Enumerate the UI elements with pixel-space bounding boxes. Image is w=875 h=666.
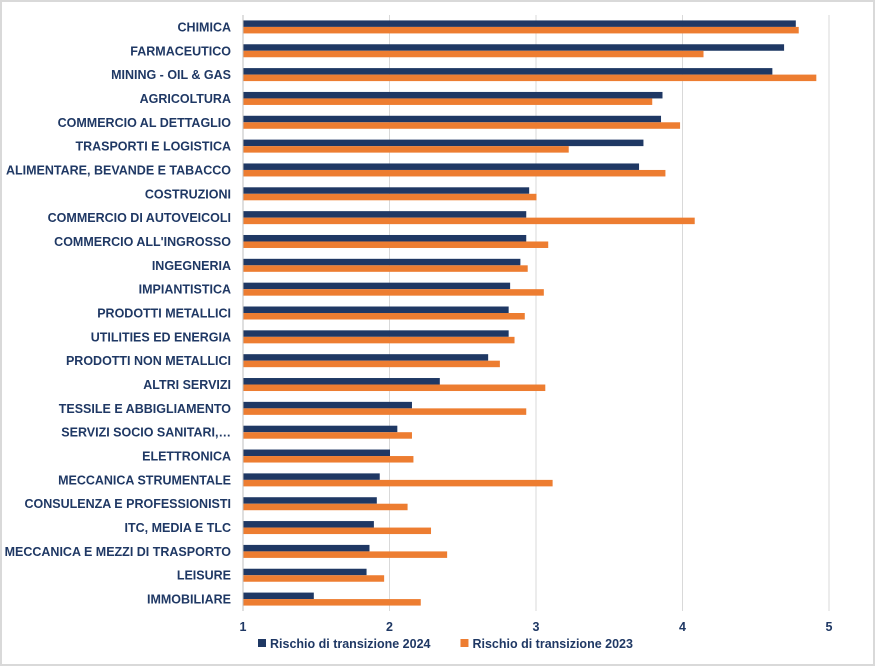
category-label: TRASPORTI E LOGISTICA <box>75 140 231 154</box>
legend-label: Rischio di transizione 2024 <box>270 637 431 651</box>
bar-series-2024 <box>243 115 662 123</box>
bar-series-2023 <box>243 98 653 105</box>
category-labels: CHIMICA FARMACEUTICO MINING - OIL & GAS AGR… <box>5 20 232 606</box>
x-tick-label: 2 <box>386 620 393 634</box>
category-label: TESSILE E ABBIGLIAMENTO <box>59 402 232 416</box>
category-label: IMMOBILIARE <box>147 593 231 607</box>
category-label: ALIMENTARE, BEVANDE E TABACCO <box>6 163 231 177</box>
bar-series-2024 <box>243 401 412 409</box>
bar-series-2024 <box>243 139 644 147</box>
bar-series-2024 <box>243 91 663 99</box>
bar-series-2023 <box>243 217 695 225</box>
bar-series-2024 <box>243 44 785 51</box>
bar-series-2024 <box>243 20 796 27</box>
category-label: CONSULENZA E PROFESSIONISTI <box>24 497 231 511</box>
legend: Rischio di transizione 2024 Rischio di tr… <box>258 637 633 651</box>
category-label: COMMERCIO DI AUTOVEICOLI <box>48 211 231 225</box>
bar-series-2024 <box>243 234 527 242</box>
category-label: COMMERCIO ALL'INGROSSO <box>54 235 231 249</box>
bar-series-2023 <box>243 527 432 535</box>
bar-series-2024 <box>243 211 527 218</box>
x-tick-label: 4 <box>679 620 686 634</box>
bar-series-2023 <box>243 265 528 272</box>
bar-series-2024 <box>243 187 530 194</box>
category-label: SERVIZI SOCIO SANITARI,… <box>61 426 231 440</box>
category-label: ALTRI SERVIZI <box>143 378 231 392</box>
category-label: COSTRUZIONI <box>145 187 231 201</box>
bar-series-2024 <box>243 163 640 170</box>
bar-series-2023 <box>243 122 681 129</box>
bar-series-2024 <box>243 330 509 337</box>
x-tick-label: 1 <box>240 620 247 634</box>
legend-swatch <box>460 639 469 647</box>
bar-series-2023 <box>243 575 385 582</box>
bar-series-2023 <box>243 408 527 415</box>
bar-series-2024 <box>243 425 398 433</box>
category-label: MINING - OIL & GAS <box>111 68 231 82</box>
bar-series-2023 <box>243 74 817 82</box>
legend-swatch <box>258 639 266 647</box>
bar-series-2023 <box>243 289 544 296</box>
bar-series-2024 <box>243 544 370 552</box>
bar-series-2023 <box>243 336 515 344</box>
bar-series-2023 <box>243 551 448 558</box>
bar-series-2024 <box>243 521 374 528</box>
category-label: COMMERCIO AL DETTAGLIO <box>58 116 232 130</box>
category-label: PRODOTTI NON METALLICI <box>66 354 231 368</box>
bar-series-2024 <box>243 258 521 266</box>
bar-series-2023 <box>243 503 408 511</box>
bar-series-2023 <box>243 193 537 201</box>
bar-series-2023 <box>243 241 549 248</box>
category-label: IMPIANTISTICA <box>139 283 231 297</box>
bar-series-2024 <box>243 378 440 385</box>
legend-label: Rischio di transizione 2023 <box>472 637 633 651</box>
grid-lines <box>242 15 830 611</box>
bar-series-2023 <box>243 479 553 487</box>
bar-series-2023 <box>243 313 525 320</box>
x-tick-labels: 1 2 3 4 5 <box>240 620 833 634</box>
category-label: MECCANICA E MEZZI DI TRASPORTO <box>5 545 232 559</box>
bar-series-2023 <box>243 169 666 177</box>
bar-series-2023 <box>243 599 421 606</box>
category-label: UTILITIES ED ENERGIA <box>91 330 231 344</box>
category-label: LEISURE <box>177 569 231 583</box>
bar-series-2023 <box>243 432 412 439</box>
bar-series-2024 <box>243 306 509 313</box>
bar-series-2023 <box>243 146 569 153</box>
bar-series-2024 <box>243 354 489 361</box>
category-label: ELETTRONICA <box>142 450 231 464</box>
x-tick-label: 3 <box>533 620 540 634</box>
category-label: AGRICOLTURA <box>140 92 231 106</box>
category-label: MECCANICA STRUMENTALE <box>58 473 231 487</box>
x-tick-label: 5 <box>826 620 833 634</box>
bar-series-2024 <box>243 449 390 457</box>
category-label: FARMACEUTICO <box>130 44 231 58</box>
bar-series-2023 <box>243 360 500 368</box>
bar-series-2024 <box>243 68 773 75</box>
bar-series-2023 <box>243 384 546 392</box>
bar-series-2023 <box>243 50 704 58</box>
bar-series-2024 <box>243 282 511 290</box>
bar-series-2023 <box>243 456 414 463</box>
bar-series-2024 <box>243 592 314 600</box>
bars <box>243 20 817 606</box>
bar-series-2024 <box>243 497 377 504</box>
bar-series-2023 <box>243 26 799 34</box>
bar-series-2024 <box>243 568 367 576</box>
category-label: CHIMICA <box>178 20 231 34</box>
category-label: INGEGNERIA <box>152 259 231 273</box>
category-label: PRODOTTI METALLICI <box>97 307 231 321</box>
category-label: ITC, MEDIA E TLC <box>125 521 231 535</box>
bar-series-2024 <box>243 473 380 480</box>
